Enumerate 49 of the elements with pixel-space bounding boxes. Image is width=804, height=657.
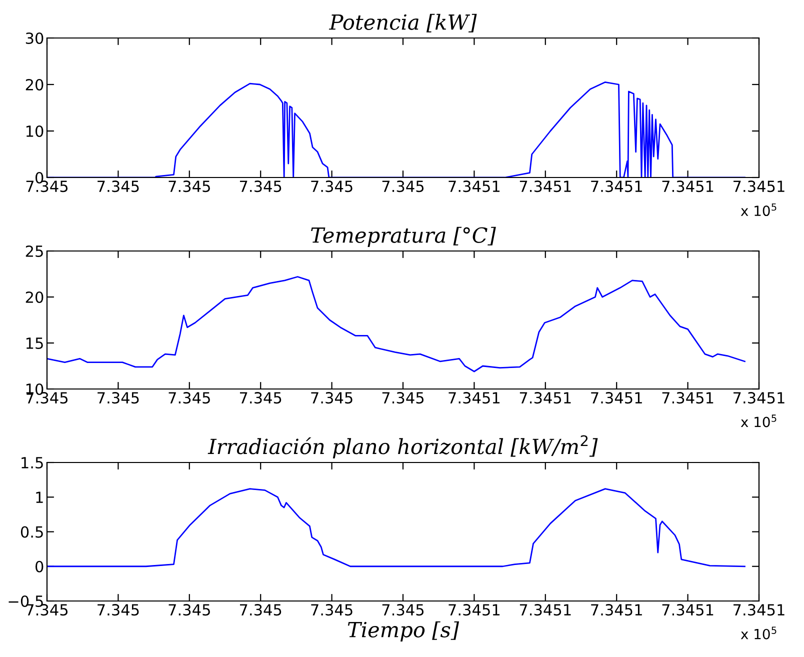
x-tick-label: 7.345 [98, 604, 139, 616]
y-tick-label: 0 [36, 560, 44, 572]
x-tick-label: 7.345 [311, 392, 352, 404]
y-tick-label: 1 [36, 492, 43, 503]
x-tick-label: 7.3451 [734, 604, 784, 616]
text: x 10$^{5}$ [740, 203, 776, 216]
y-tick-label: 15 [26, 338, 43, 350]
x-tick-label: 7.345 [311, 604, 352, 616]
x-tick-label: 7.3451 [591, 392, 642, 404]
chart-title: Irradiación plano horizontal [kW/m$^{2}$] [208, 435, 598, 458]
x-tick-label: 7.3451 [520, 180, 571, 192]
y-tick-label: 30 [26, 32, 44, 44]
x-tick-label: 7.3451 [520, 604, 571, 616]
x-tick-label: 7.345 [382, 604, 424, 616]
x-tick-label: 7.345 [168, 392, 210, 404]
text: x 10$^{5}$ [740, 414, 776, 428]
x-tick-label: 7.3451 [662, 180, 714, 192]
x-tick-label: 7.3451 [520, 392, 571, 404]
x-tick-label: 7.345 [168, 180, 210, 192]
x-tick-label: 7.345 [168, 604, 210, 616]
x-tick-label: 7.345 [98, 392, 139, 404]
text: x 10$^{5}$ [740, 626, 776, 640]
x-tick-label: 7.3451 [591, 180, 642, 192]
y-tick-label: 20 [26, 78, 44, 91]
x-tick-label: 7.3451 [448, 392, 500, 404]
x-tick-label: 7.3451 [448, 604, 500, 616]
x-tick-label: 7.345 [240, 604, 282, 616]
y-tick-label: 10 [26, 125, 44, 138]
x-axis-title: Tiempo [s] [348, 621, 460, 642]
line-series [47, 488, 746, 568]
x-tick-label: 7.345 [98, 180, 139, 192]
y-tick-label: 20 [26, 291, 44, 304]
y-tick-label: 0.5 [20, 526, 43, 538]
x-tick-label: 7.3451 [448, 180, 500, 192]
line-series [47, 276, 746, 372]
x-tick-label: 7.3451 [662, 604, 714, 616]
x-tick-label: 7.345 [240, 392, 282, 404]
y-tick-label: 25 [26, 245, 43, 258]
x-tick-label: 7.3451 [662, 392, 714, 404]
y-tick-label: 1.5 [22, 457, 43, 469]
x-tick-label: 7.3451 [734, 180, 784, 192]
x-tick-label: 7.345 [382, 392, 424, 404]
chart-title: Potencia [kW] [328, 14, 477, 32]
x-tick-label: 7.345 [240, 180, 282, 192]
x-tick-label: 7.345 [382, 180, 424, 192]
chart-title: Temepratura [°C] [311, 226, 496, 247]
x-tick-label: 7.3451 [591, 604, 642, 616]
x-tick-label: 7.3451 [734, 392, 784, 404]
x-tick-label: 7.345 [311, 180, 352, 192]
